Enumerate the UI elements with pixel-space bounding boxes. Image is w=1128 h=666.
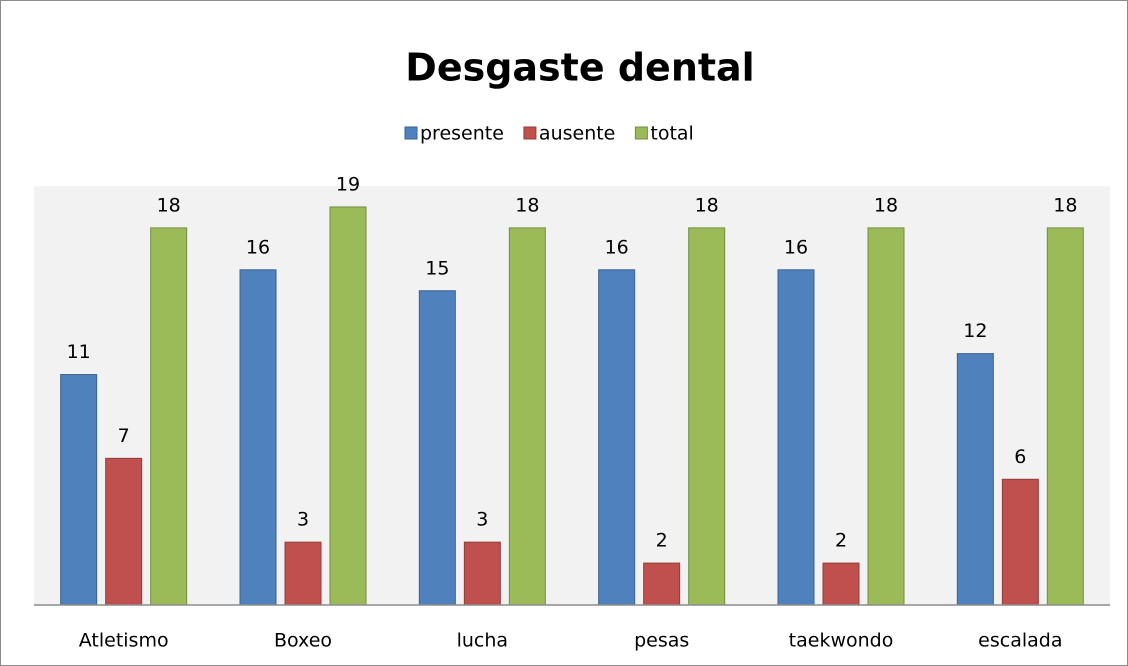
- bar: [688, 227, 726, 606]
- data-label: 18: [515, 194, 539, 216]
- x-tick-label: taekwondo: [789, 630, 894, 652]
- legend-swatch: [634, 126, 648, 140]
- bar: [463, 541, 501, 606]
- plot-area: [34, 186, 1110, 605]
- bar: [60, 374, 98, 606]
- bar: [822, 562, 860, 606]
- legend-label: total: [650, 123, 693, 145]
- chart-title: Desgaste dental: [405, 46, 754, 90]
- data-label: 16: [605, 236, 629, 258]
- data-label: 18: [695, 194, 719, 216]
- bar: [150, 227, 188, 606]
- data-label: 11: [67, 341, 91, 363]
- bar: [418, 290, 456, 606]
- data-label: 2: [835, 530, 847, 552]
- data-label: 18: [1053, 194, 1077, 216]
- legend-swatch: [523, 126, 537, 140]
- bar: [1046, 227, 1084, 606]
- data-label: 15: [425, 257, 449, 279]
- x-tick-label: escalada: [978, 630, 1062, 652]
- bar: [284, 541, 322, 606]
- data-label: 6: [1014, 446, 1026, 468]
- data-label: 3: [476, 509, 488, 531]
- x-tick-label: lucha: [457, 630, 508, 652]
- bar: [867, 227, 905, 606]
- data-label: 18: [157, 194, 181, 216]
- x-tick-label: Boxeo: [274, 630, 332, 652]
- bar: [239, 269, 277, 606]
- x-tick-label: Atletismo: [79, 630, 169, 652]
- data-label: 16: [784, 236, 808, 258]
- bar: [1001, 478, 1039, 606]
- bar: [956, 353, 994, 606]
- bar: [598, 269, 636, 606]
- legend-swatch: [404, 126, 418, 140]
- bar: [643, 562, 681, 606]
- data-label: 12: [963, 320, 987, 342]
- data-label: 16: [246, 236, 270, 258]
- bar: [105, 457, 143, 606]
- bar: [777, 269, 815, 606]
- data-label: 7: [118, 425, 130, 447]
- data-label: 2: [656, 530, 668, 552]
- bar: [329, 206, 367, 606]
- legend-label: presente: [420, 123, 504, 145]
- x-tick-label: pesas: [634, 630, 689, 652]
- legend-label: ausente: [539, 123, 615, 145]
- data-label: 3: [297, 509, 309, 531]
- data-label: 18: [874, 194, 898, 216]
- bar: [508, 227, 546, 606]
- data-label: 19: [336, 173, 360, 195]
